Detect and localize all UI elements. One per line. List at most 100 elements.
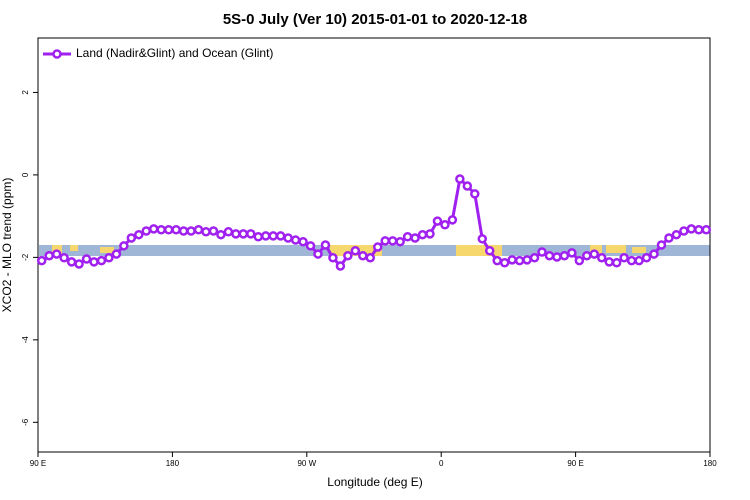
data-point	[223, 227, 234, 237]
y-tick-label: -4	[21, 336, 30, 344]
data-point	[402, 232, 413, 242]
data-point	[201, 227, 211, 237]
data-point	[59, 253, 69, 263]
data-point	[171, 224, 181, 235]
data-point	[134, 229, 144, 240]
y-tick-label: -6	[21, 418, 30, 426]
data-point	[611, 257, 622, 268]
data-point	[313, 249, 323, 259]
x-tick-label: 180	[703, 459, 717, 468]
data-point	[417, 229, 428, 240]
data-point	[186, 226, 196, 236]
data-point	[656, 240, 667, 250]
data-point	[89, 257, 99, 267]
data-point	[559, 250, 570, 261]
data-point	[238, 229, 249, 239]
data-point	[574, 255, 585, 266]
data-point	[447, 215, 458, 225]
data-point	[216, 229, 226, 240]
data-point	[81, 254, 92, 264]
data-point	[462, 181, 473, 191]
data-point	[51, 249, 62, 259]
data-point	[148, 224, 159, 234]
data-point	[596, 253, 607, 263]
x-tick-label: 0	[439, 459, 444, 468]
data-point	[537, 247, 547, 257]
data-point	[350, 246, 361, 256]
data-point	[567, 248, 577, 258]
data-point	[484, 246, 495, 256]
data-point	[119, 241, 129, 251]
data-point	[634, 255, 644, 266]
data-point	[425, 229, 435, 239]
data-point	[246, 229, 256, 239]
data-point	[111, 249, 122, 259]
data-point	[320, 240, 331, 250]
data-point	[410, 233, 420, 243]
data-point	[455, 174, 465, 184]
x-tick-label: 180	[166, 459, 180, 468]
data-point	[96, 255, 107, 266]
data-point	[522, 255, 532, 265]
data-point	[387, 236, 398, 246]
data-point	[36, 255, 47, 266]
data-point	[641, 253, 652, 263]
data-point	[694, 224, 704, 235]
data-point	[649, 249, 659, 259]
data-point	[126, 233, 137, 243]
data-point	[440, 220, 450, 230]
data-point	[208, 226, 219, 236]
data-point	[589, 249, 600, 259]
data-point	[298, 236, 308, 247]
data-point	[305, 241, 316, 251]
data-point	[44, 250, 54, 261]
data-point	[104, 253, 114, 263]
data-point	[74, 259, 84, 269]
data-point	[582, 250, 592, 261]
y-tick-label: -2	[21, 253, 30, 261]
data-point	[679, 226, 689, 236]
plot-frame	[37, 37, 711, 453]
data-point	[66, 257, 77, 267]
data-point	[380, 236, 390, 246]
data-point	[507, 255, 517, 265]
data-point	[178, 226, 189, 236]
data-point	[358, 250, 368, 261]
data-point	[552, 252, 562, 262]
data-point	[335, 261, 346, 271]
data-point	[253, 232, 264, 242]
data-point	[268, 231, 278, 241]
data-point	[514, 255, 525, 266]
data-point	[395, 236, 405, 247]
legend-label: Land (Nadir&Glint) and Ocean (Glint)	[76, 46, 273, 60]
data-point	[529, 253, 540, 263]
data-point	[701, 224, 712, 235]
data-point	[499, 257, 510, 268]
data-point	[372, 242, 383, 252]
x-tick-label: 90 W	[297, 459, 316, 468]
data-point	[283, 233, 293, 243]
data-point	[365, 253, 376, 263]
data-point	[477, 234, 488, 244]
data-point	[275, 231, 286, 241]
chart-title: 5S-0 July (Ver 10) 2015-01-01 to 2020-12…	[223, 11, 527, 28]
data-point	[290, 235, 301, 245]
data-point	[492, 255, 502, 266]
legend-marker	[52, 49, 62, 59]
data-point	[156, 224, 166, 235]
data-point	[686, 224, 697, 234]
data-point	[626, 255, 637, 266]
y-tick-label: 0	[21, 172, 30, 177]
data-point	[260, 231, 271, 241]
data-point	[604, 257, 614, 267]
data-point	[432, 216, 443, 226]
data-point	[544, 250, 555, 261]
data-point	[343, 250, 353, 261]
data-point	[193, 224, 204, 235]
y-axis-label: XCO2 - MLO trend (ppm)	[0, 178, 14, 313]
data-point	[231, 229, 241, 239]
data-point	[664, 233, 674, 243]
x-tick-label: 90 E	[30, 459, 46, 468]
data-point	[619, 253, 629, 263]
